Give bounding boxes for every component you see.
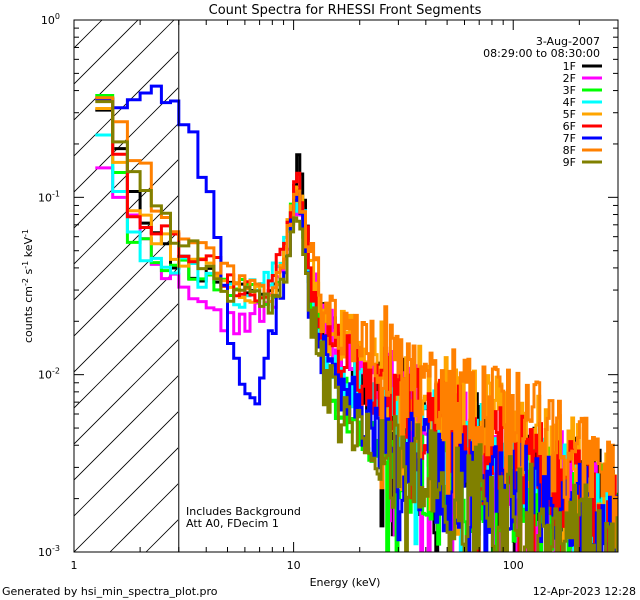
y-tick-label: 10-2 — [38, 367, 60, 382]
y-label-end: keV — [22, 237, 35, 261]
time-range-label: 08:29:00 to 08:30:00 — [483, 47, 600, 60]
legend-label-4f: 4F — [563, 96, 576, 109]
legend-label-7f: 7F — [563, 132, 576, 145]
hatch-line — [74, 87, 178, 193]
legend-label-1f: 1F — [563, 60, 576, 73]
x-tick-label: 1 — [71, 559, 78, 572]
chart-title: Count Spectra for RHESSI Front Segments — [209, 3, 482, 18]
hatch-line — [74, 375, 178, 481]
series-line-8f — [95, 96, 618, 549]
series-layer — [95, 84, 618, 552]
date-label: 3-Aug-2007 — [536, 35, 600, 48]
x-axis-label: Energy (keV) — [310, 576, 381, 589]
y-axis-label: counts cm-2 s-1 keV-1 — [21, 229, 35, 343]
y-label-mid: s — [22, 268, 35, 277]
x-tick-label: 100 — [503, 559, 524, 572]
annotation-attenuator: Att A0, FDecim 1 — [186, 517, 279, 530]
x-tick-label: 10 — [287, 559, 301, 572]
hatch-line — [74, 20, 175, 121]
hatch-line — [74, 195, 178, 301]
hatch-line — [74, 231, 178, 337]
y-label-main: counts cm — [22, 286, 35, 343]
y-label-exp1: -2 — [21, 278, 30, 286]
y-label-exp3: -1 — [21, 229, 30, 237]
y-tick-label: 10-3 — [38, 544, 60, 559]
hatch-line — [74, 20, 103, 49]
series-line-9f — [95, 100, 618, 552]
hatch-line — [74, 447, 178, 552]
y-label-exp2: -1 — [21, 261, 30, 269]
annotation-background: Includes Background — [186, 505, 301, 518]
timestamp-footer: 12-Apr-2023 12:28 — [532, 585, 636, 598]
y-tick-label: 10-1 — [38, 189, 60, 204]
plot-frame — [73, 19, 619, 553]
hatch-line — [74, 411, 178, 517]
legend-label-3f: 3F — [563, 84, 576, 97]
legend-label-6f: 6F — [563, 120, 576, 133]
legend-label-8f: 8F — [563, 144, 576, 157]
hatch-line — [74, 267, 178, 373]
y-tick-label: 100 — [41, 12, 60, 27]
generator-footer: Generated by hsi_min_spectra_plot.pro — [2, 585, 218, 598]
legend-label-9f: 9F — [563, 156, 576, 169]
axis-ticks: 1 10 100 10-3 10-2 10-1 100 — [38, 12, 619, 572]
legend-label-5f: 5F — [563, 108, 576, 121]
legend-label-2f: 2F — [563, 72, 576, 85]
